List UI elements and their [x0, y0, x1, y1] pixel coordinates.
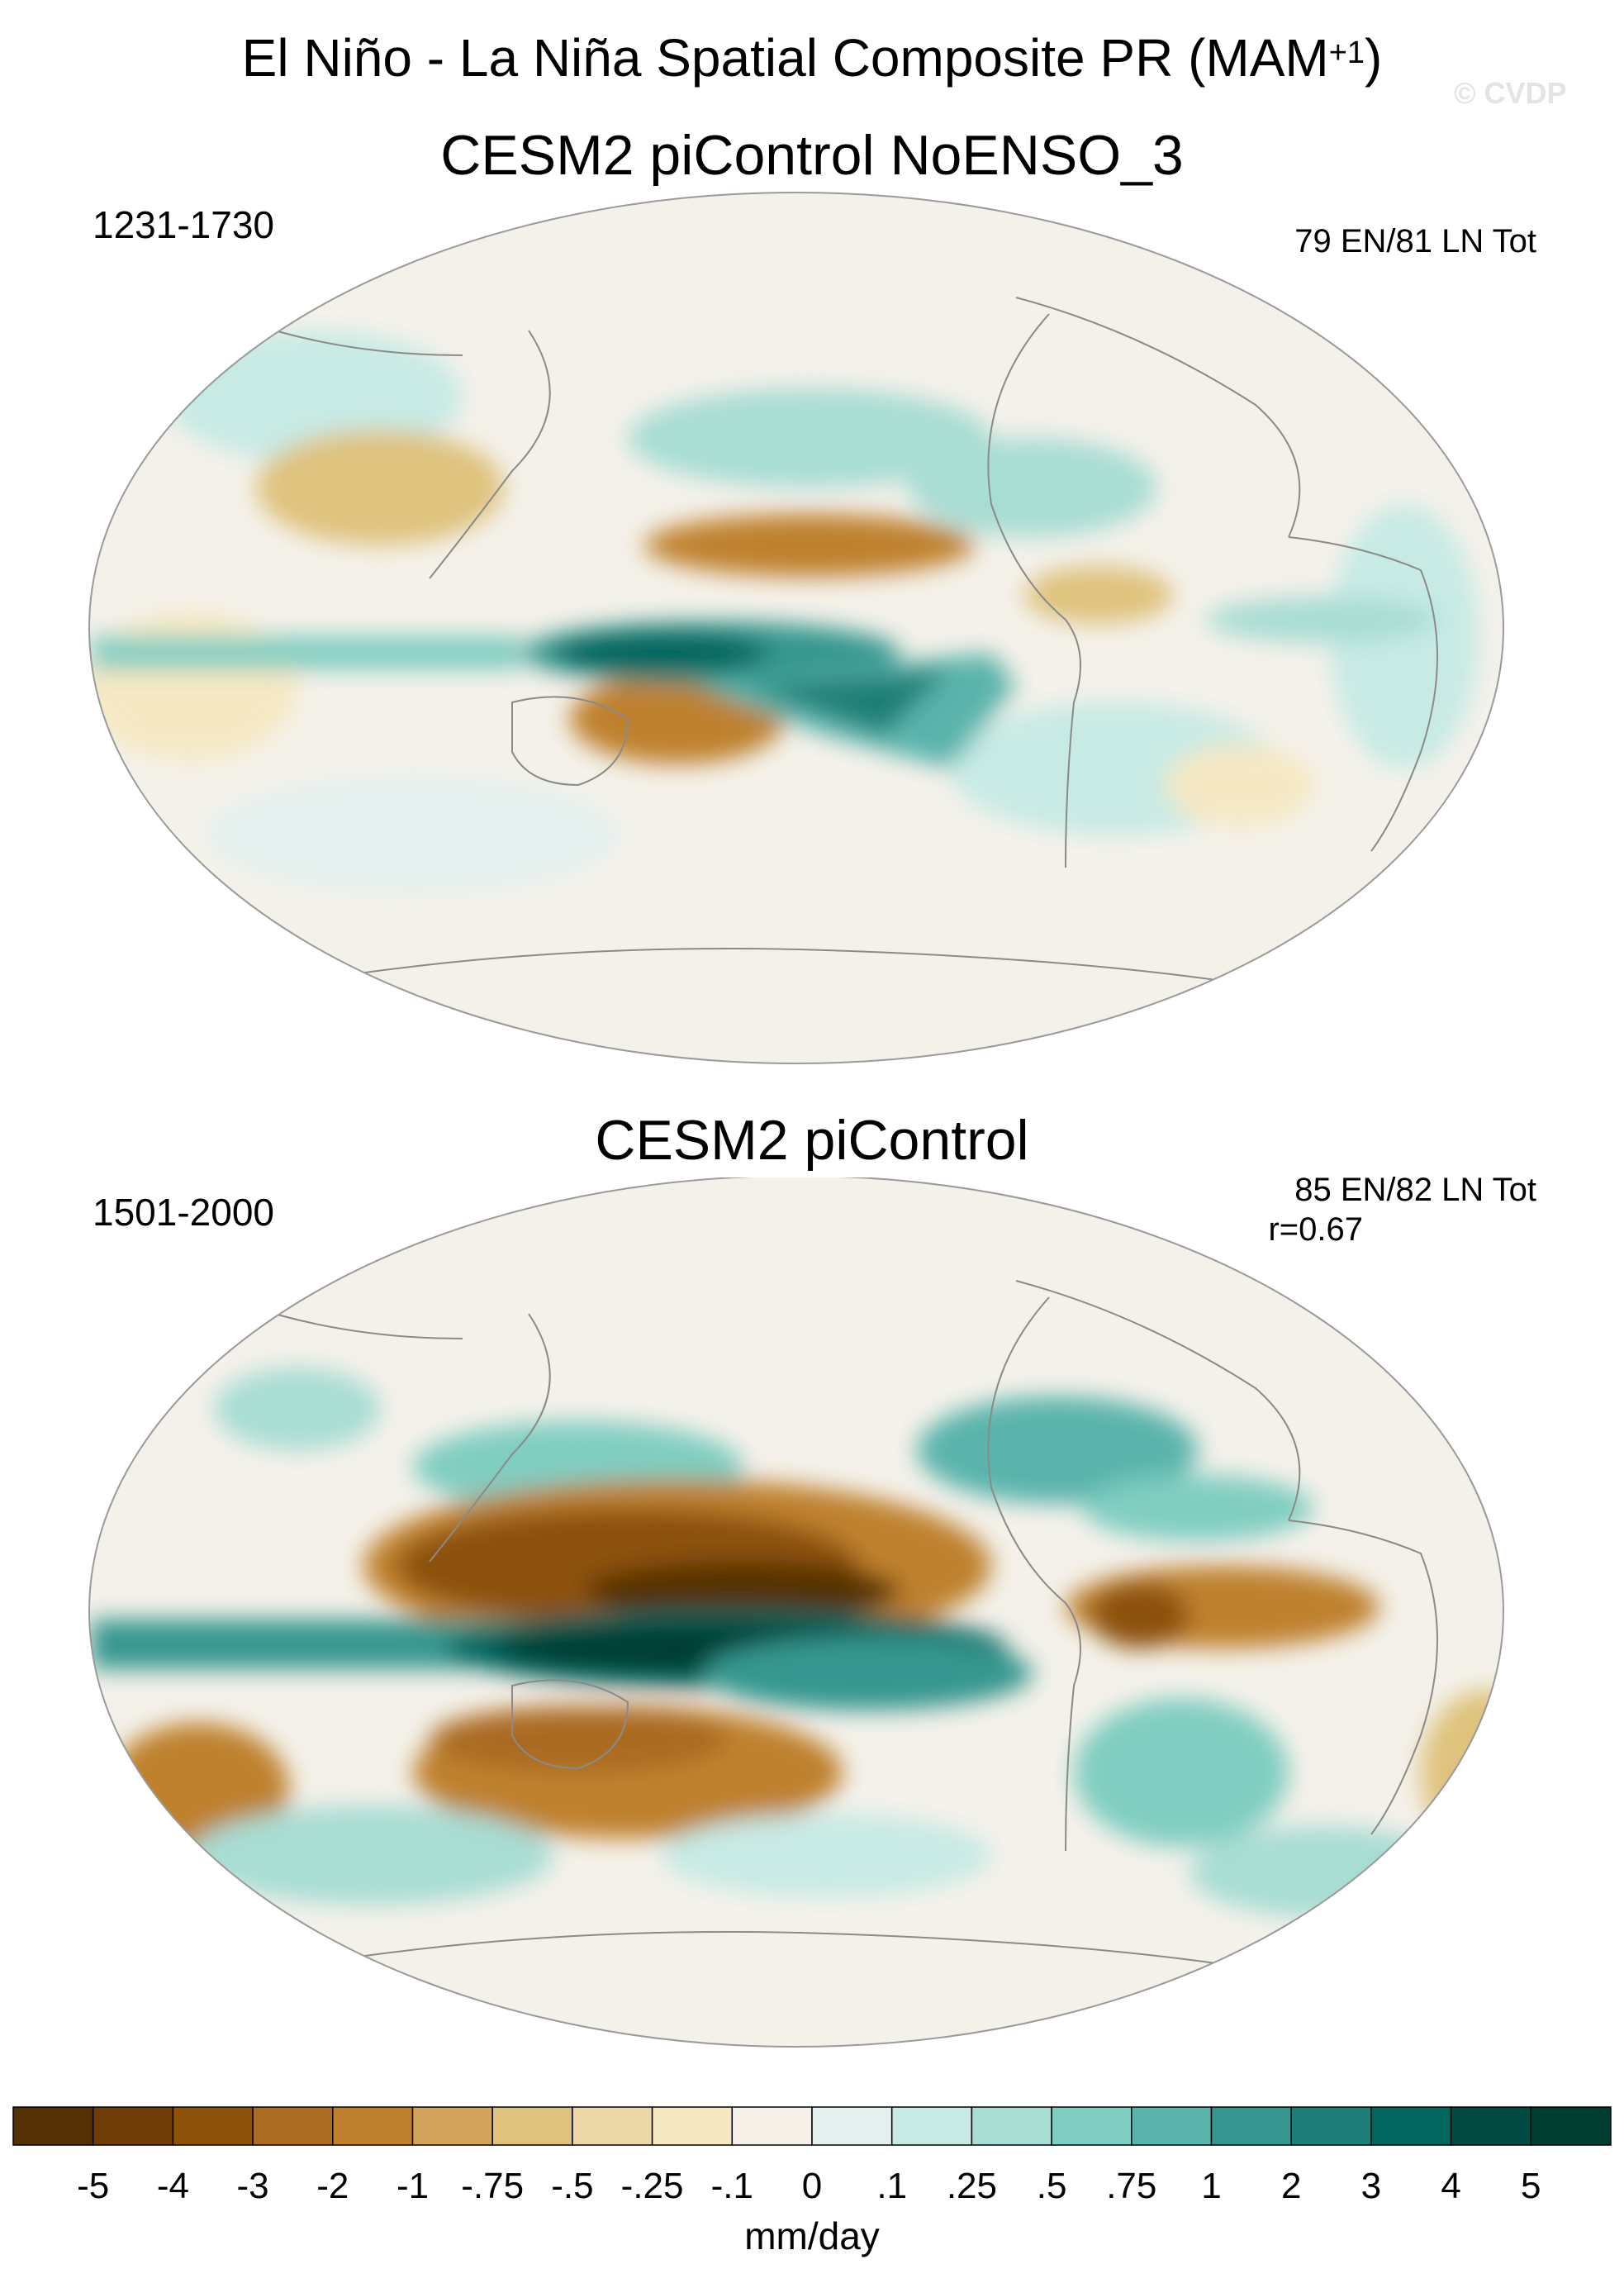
colorbar-tick-label: 3: [1361, 2166, 1381, 2206]
colorbar-box: [92, 2106, 174, 2146]
figure-title-text: El Niño - La Niña Spatial Composite PR (…: [241, 28, 1329, 88]
colorbar-tick-label: -.5: [551, 2166, 593, 2206]
colorbar-boxes: [12, 2106, 1612, 2146]
colorbar-tick-label: -.75: [461, 2166, 524, 2206]
colorbar-box: [1290, 2106, 1372, 2146]
panel-1-period: 1231-1730: [93, 203, 274, 246]
colorbar-box: [971, 2106, 1052, 2146]
colorbar-tick-label: .75: [1106, 2166, 1156, 2206]
colorbar: -5 -4 -3 -2 -1 -.75 -.5 -.25 -.1 0 .1 .25 .5 .75 1 2 3 4 5…: [12, 2106, 1612, 2257]
colorbar-tick-label: -5: [77, 2166, 109, 2206]
colorbar-units: mm/day: [744, 2214, 880, 2257]
colorbar-box: [252, 2106, 334, 2146]
figure-title-close: ): [1365, 28, 1383, 88]
colorbar-labels: -5 -4 -3 -2 -1 -.75 -.5 -.25 -.1 0 .1 .25 .5 .75 1 2 3 4 5: [77, 2166, 1541, 2206]
panel-1-frame: [88, 192, 1504, 1064]
panel-1-counts: 79 EN/81 LN Tot: [1294, 223, 1536, 259]
panel-1-anomaly-field: [89, 297, 1479, 984]
figure-title-superscript: +1: [1328, 36, 1365, 70]
panel-2-map: [88, 1177, 1504, 2048]
colorbar-box: [491, 2106, 573, 2146]
colorbar-box: [1450, 2106, 1532, 2146]
colorbar-box: [890, 2106, 973, 2146]
colorbar-tick-label: -3: [237, 2166, 269, 2206]
colorbar-tick-label: .1: [876, 2166, 907, 2206]
colorbar-box: [1051, 2106, 1133, 2146]
colorbar-box: [572, 2106, 653, 2146]
colorbar-tick-label: 5: [1521, 2166, 1541, 2206]
panel-2-frame: [88, 1177, 1504, 2048]
colorbar-tick-label: 4: [1441, 2166, 1460, 2206]
panel-1-title: CESM2 piControl NoENSO_3: [440, 124, 1184, 187]
colorbar-box: [1131, 2106, 1213, 2146]
colorbar-tick-label: -.25: [621, 2166, 684, 2206]
panel-2-correlation: r=0.67: [1268, 1211, 1363, 1248]
panel-2-counts: 85 EN/82 LN Tot: [1294, 1172, 1536, 1208]
colorbar-box: [12, 2106, 94, 2146]
colorbar-tick-label: 0: [802, 2166, 822, 2206]
colorbar-box: [1370, 2106, 1452, 2146]
colorbar-box: [172, 2106, 254, 2146]
panel-2-title: CESM2 piControl: [595, 1109, 1029, 1172]
colorbar-box: [332, 2106, 414, 2146]
figure-title: El Niño - La Niña Spatial Composite PR (…: [0, 25, 1624, 91]
colorbar-box: [731, 2106, 813, 2146]
panel-2-anomaly-field: [91, 1280, 1503, 1967]
colorbar-box: [811, 2106, 893, 2146]
panel-1-map: [88, 192, 1504, 1064]
colorbar-tick-label: .25: [947, 2166, 997, 2206]
colorbar-tick-label: 2: [1281, 2166, 1301, 2206]
panel-2-period: 1501-2000: [93, 1191, 274, 1234]
cvdp-watermark: © CVDP: [1454, 76, 1567, 110]
colorbar-tick-label: 1: [1201, 2166, 1221, 2206]
colorbar-tick-label: .5: [1037, 2166, 1067, 2206]
colorbar-tick-label: -4: [157, 2166, 189, 2206]
colorbar-tick-label: -1: [397, 2166, 429, 2206]
colorbar-box: [1530, 2106, 1612, 2146]
colorbar-box: [1210, 2106, 1292, 2146]
colorbar-box: [411, 2106, 493, 2146]
colorbar-tick-label: -2: [316, 2166, 349, 2206]
colorbar-tick-label: -.1: [711, 2166, 753, 2206]
colorbar-box: [651, 2106, 734, 2146]
